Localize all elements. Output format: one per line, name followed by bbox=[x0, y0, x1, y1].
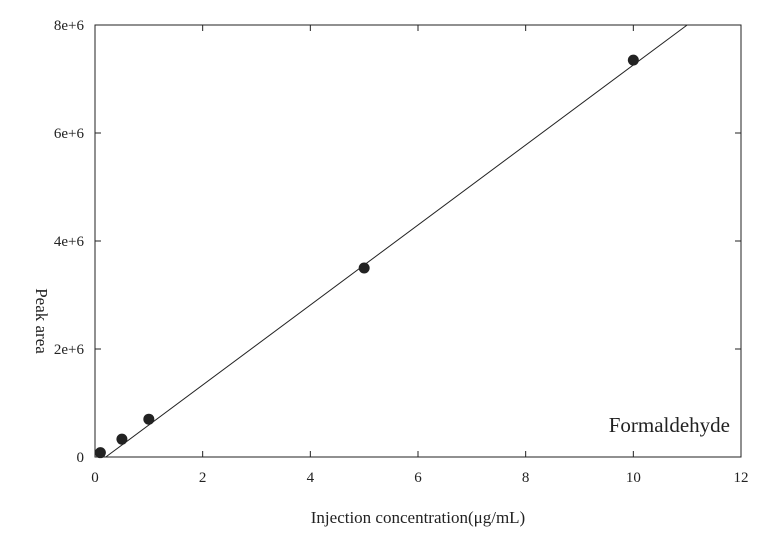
data-point bbox=[358, 262, 370, 274]
y-axis-title: Peak area bbox=[32, 288, 51, 354]
axis-ticks: 0 2 4 6 8 10 12 0 2e+6 4e+6 6e+6 8e+6 bbox=[54, 18, 749, 486]
y-tick-label: 8e+6 bbox=[54, 18, 85, 34]
y-tick-label: 6e+6 bbox=[54, 126, 85, 142]
data-points bbox=[94, 54, 639, 459]
data-point bbox=[627, 54, 639, 66]
data-point bbox=[116, 433, 128, 445]
x-tick-label: 8 bbox=[522, 470, 530, 486]
x-tick-label: 0 bbox=[91, 470, 99, 486]
fit-line bbox=[105, 24, 688, 458]
x-tick-label: 6 bbox=[414, 470, 422, 486]
y-tick-label: 4e+6 bbox=[54, 234, 85, 250]
x-axis-title: Injection concentration(μg/mL) bbox=[311, 508, 525, 527]
x-tick-label: 12 bbox=[734, 470, 749, 486]
data-point bbox=[143, 413, 155, 425]
plot-frame bbox=[94, 24, 742, 458]
data-point bbox=[94, 447, 106, 459]
y-tick-label: 2e+6 bbox=[54, 342, 85, 358]
x-tick-label: 4 bbox=[307, 470, 315, 486]
fit-line-group bbox=[105, 24, 688, 458]
y-tick-label: 0 bbox=[77, 450, 85, 466]
compound-label: Formaldehyde bbox=[609, 413, 730, 437]
x-tick-label: 2 bbox=[199, 470, 207, 486]
x-tick-label: 10 bbox=[626, 470, 641, 486]
